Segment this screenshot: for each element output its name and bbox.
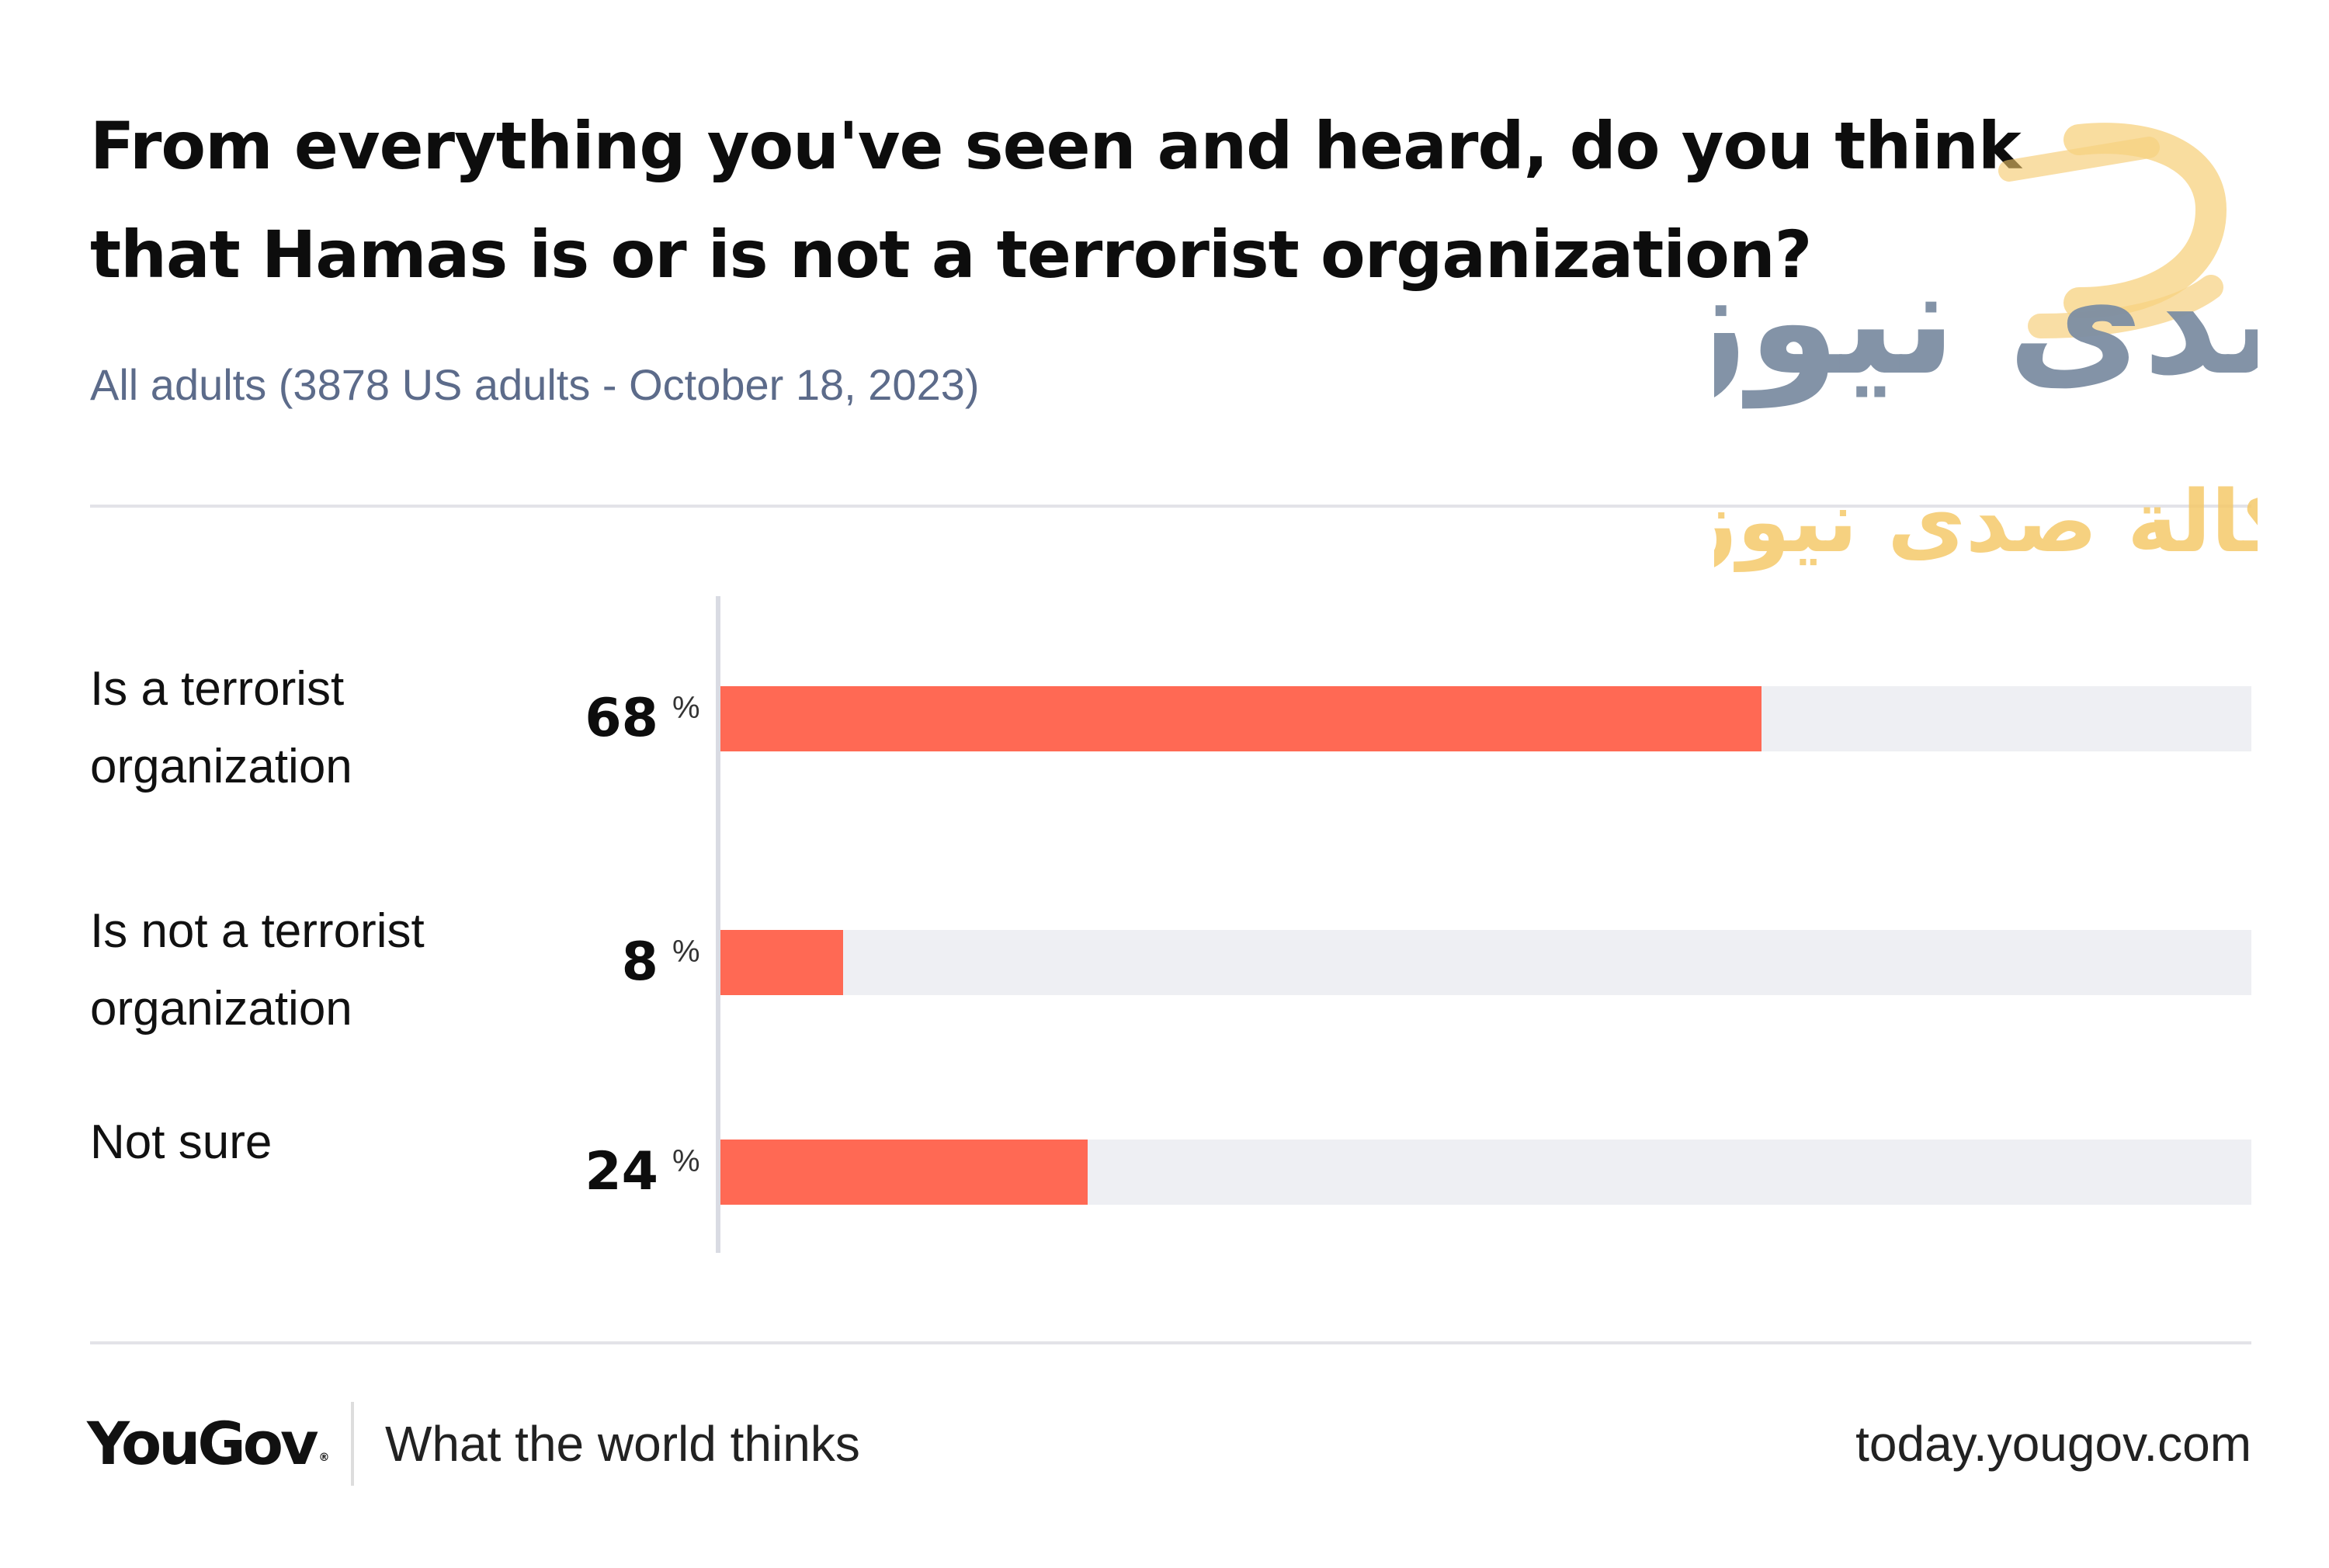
chart-title: From everything you've seen and heard, d… <box>90 108 2022 293</box>
bar-track <box>720 686 2251 751</box>
footer-separator <box>351 1402 354 1486</box>
bottom-divider <box>90 1341 2251 1344</box>
watermark-caption: وكالة صدى نيوز <box>1714 472 2258 572</box>
bar-category-label: Is not a terrorist organization <box>90 904 425 1036</box>
bar-fill <box>720 930 843 995</box>
watermark-logo-text: صدى نيوز <box>1714 236 2258 409</box>
watermark-logo: صدى نيوز وكالة صدى نيوز <box>1714 123 2258 572</box>
bar-track <box>720 930 2251 995</box>
bar-category-label: Is a terrorist organization <box>90 662 352 793</box>
bar-category-label: Not sure <box>90 1115 272 1169</box>
bar-axis-line <box>716 596 720 1253</box>
yougov-logo-text: YouGov <box>87 1409 319 1478</box>
yougov-logo: YouGov ® <box>87 1405 330 1483</box>
bar-fill <box>720 1140 1088 1205</box>
top-divider <box>90 505 2251 508</box>
bar-value-label: 24 <box>585 1141 658 1202</box>
registered-mark: ® <box>318 1452 330 1464</box>
chart-subtitle: All adults (3878 US adults - October 18,… <box>90 360 980 409</box>
bar-value-label: 68 <box>585 688 658 749</box>
bar-unit-label: % <box>672 935 700 969</box>
bar-track <box>720 1140 2251 1205</box>
bar-fill <box>720 686 1762 751</box>
footer-tagline: What the world thinks <box>385 1416 860 1472</box>
bar-unit-label: % <box>672 1144 700 1178</box>
bar-unit-label: % <box>672 691 700 725</box>
bar-value-label: 8 <box>621 931 658 993</box>
footer-url[interactable]: today.yougov.com <box>1855 1416 2251 1472</box>
